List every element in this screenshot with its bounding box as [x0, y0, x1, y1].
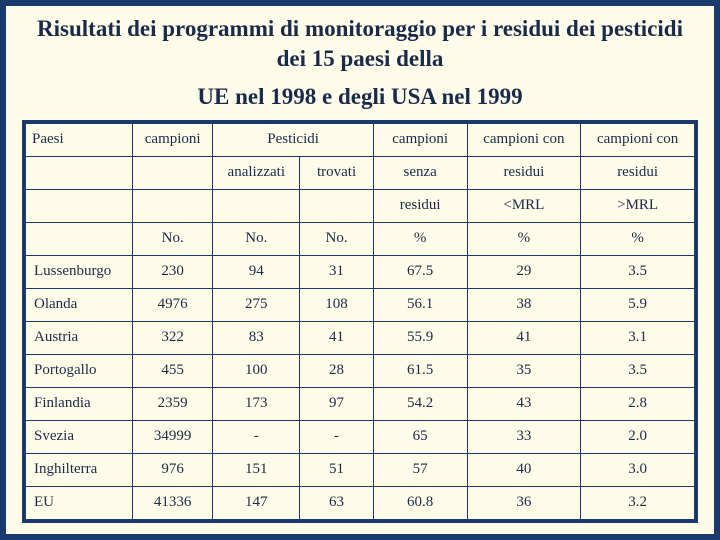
country-cell: Finlandia — [26, 387, 133, 420]
country-cell: EU — [26, 486, 133, 519]
header-cell: No. — [213, 222, 300, 255]
table-row: Inghilterra9761515157403.0 — [26, 453, 695, 486]
header-cell: residui — [373, 189, 467, 222]
data-table: PaesicampioniPesticidicampionicampioni c… — [25, 123, 695, 520]
value-cell: 100 — [213, 354, 300, 387]
value-cell: 57 — [373, 453, 467, 486]
value-cell: 43 — [467, 387, 581, 420]
header-cell: residui — [467, 156, 581, 189]
value-cell: 3.5 — [581, 354, 695, 387]
header-cell: senza — [373, 156, 467, 189]
header-cell: % — [467, 222, 581, 255]
value-cell: 976 — [133, 453, 213, 486]
header-cell — [133, 189, 213, 222]
value-cell: 65 — [373, 420, 467, 453]
value-cell: 3.0 — [581, 453, 695, 486]
value-cell: 3.1 — [581, 321, 695, 354]
header-cell: % — [581, 222, 695, 255]
value-cell: 63 — [300, 486, 374, 519]
data-table-container: PaesicampioniPesticidicampionicampioni c… — [22, 120, 698, 523]
table-row: EU413361476360.8363.2 — [26, 486, 695, 519]
value-cell: 38 — [467, 288, 581, 321]
value-cell: 51 — [300, 453, 374, 486]
header-cell: analizzati — [213, 156, 300, 189]
value-cell: 173 — [213, 387, 300, 420]
table-row: Austria322834155.9413.1 — [26, 321, 695, 354]
header-cell — [133, 156, 213, 189]
table-row: Olanda497627510856.1385.9 — [26, 288, 695, 321]
value-cell: - — [213, 420, 300, 453]
header-cell — [26, 156, 133, 189]
value-cell: 230 — [133, 255, 213, 288]
value-cell: 54.2 — [373, 387, 467, 420]
value-cell: 34999 — [133, 420, 213, 453]
value-cell: 147 — [213, 486, 300, 519]
value-cell: 33 — [467, 420, 581, 453]
value-cell: 2.0 — [581, 420, 695, 453]
value-cell: 94 — [213, 255, 300, 288]
header-cell: Paesi — [26, 123, 133, 156]
value-cell: - — [300, 420, 374, 453]
header-cell: >MRL — [581, 189, 695, 222]
header-cell — [26, 222, 133, 255]
country-cell: Olanda — [26, 288, 133, 321]
country-cell: Lussenburgo — [26, 255, 133, 288]
value-cell: 67.5 — [373, 255, 467, 288]
value-cell: 55.9 — [373, 321, 467, 354]
table-row: Lussenburgo230943167.5293.5 — [26, 255, 695, 288]
header-cell: No. — [300, 222, 374, 255]
value-cell: 5.9 — [581, 288, 695, 321]
header-cell: <MRL — [467, 189, 581, 222]
country-cell: Inghilterra — [26, 453, 133, 486]
value-cell: 275 — [213, 288, 300, 321]
value-cell: 4976 — [133, 288, 213, 321]
value-cell: 40 — [467, 453, 581, 486]
country-cell: Austria — [26, 321, 133, 354]
table-row: Portogallo4551002861.5353.5 — [26, 354, 695, 387]
value-cell: 2.8 — [581, 387, 695, 420]
header-cell: residui — [581, 156, 695, 189]
slide-subtitle: UE nel 1998 e degli USA nel 1999 — [6, 78, 714, 120]
table-row: Svezia34999--65332.0 — [26, 420, 695, 453]
value-cell: 3.2 — [581, 486, 695, 519]
value-cell: 455 — [133, 354, 213, 387]
value-cell: 2359 — [133, 387, 213, 420]
country-cell: Svezia — [26, 420, 133, 453]
header-cell: campioni — [373, 123, 467, 156]
header-cell: Pesticidi — [213, 123, 374, 156]
value-cell: 97 — [300, 387, 374, 420]
header-cell: No. — [133, 222, 213, 255]
value-cell: 41 — [300, 321, 374, 354]
header-cell: % — [373, 222, 467, 255]
value-cell: 29 — [467, 255, 581, 288]
value-cell: 35 — [467, 354, 581, 387]
value-cell: 151 — [213, 453, 300, 486]
value-cell: 56.1 — [373, 288, 467, 321]
value-cell: 60.8 — [373, 486, 467, 519]
value-cell: 3.5 — [581, 255, 695, 288]
value-cell: 41 — [467, 321, 581, 354]
slide-title: Risultati dei programmi di monitoraggio … — [6, 6, 714, 78]
table-row: Finlandia23591739754.2432.8 — [26, 387, 695, 420]
value-cell: 83 — [213, 321, 300, 354]
header-cell: campioni con — [581, 123, 695, 156]
value-cell: 61.5 — [373, 354, 467, 387]
value-cell: 41336 — [133, 486, 213, 519]
value-cell: 31 — [300, 255, 374, 288]
header-cell: campioni con — [467, 123, 581, 156]
header-cell — [26, 189, 133, 222]
country-cell: Portogallo — [26, 354, 133, 387]
header-cell — [213, 189, 300, 222]
value-cell: 322 — [133, 321, 213, 354]
header-cell: trovati — [300, 156, 374, 189]
value-cell: 28 — [300, 354, 374, 387]
value-cell: 108 — [300, 288, 374, 321]
header-cell — [300, 189, 374, 222]
value-cell: 36 — [467, 486, 581, 519]
header-cell: campioni — [133, 123, 213, 156]
